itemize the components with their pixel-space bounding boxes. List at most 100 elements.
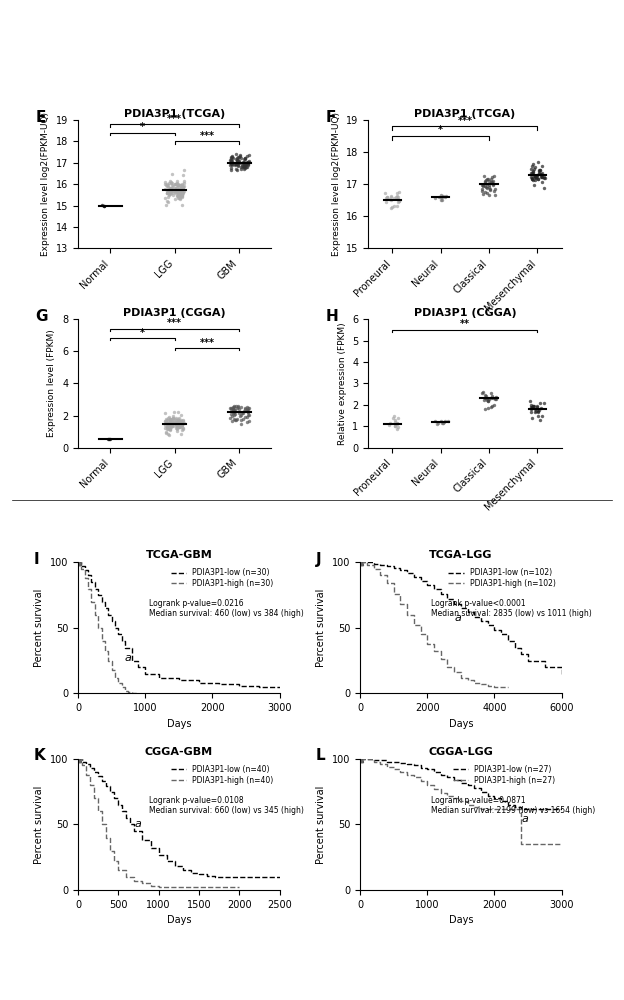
Point — [229, 398, 239, 414]
Point — [230, 157, 240, 173]
Point — [172, 182, 182, 198]
Point — [239, 156, 249, 172]
PDIA3P1-low (n=30) — [175, 674, 182, 686]
Point — [486, 390, 496, 406]
Point — [226, 150, 236, 166]
PDIA3P1-high (n=30) — [98, 635, 105, 647]
Point — [177, 184, 187, 200]
PDIA3P1-low (n=102) — [451, 598, 458, 610]
PDIA3P1-high (n=102) — [356, 556, 364, 568]
Point — [243, 407, 253, 423]
Point — [430, 413, 440, 429]
Point — [534, 403, 544, 419]
Point — [535, 412, 545, 428]
Point — [392, 189, 402, 205]
Point — [539, 170, 548, 186]
Point — [226, 160, 236, 176]
PDIA3P1-high (n=27) — [484, 803, 492, 815]
Point — [171, 183, 181, 199]
Point — [161, 424, 171, 440]
PDIA3P1-high (n=30) — [101, 645, 109, 657]
PDIA3P1-high (n=30) — [108, 664, 115, 676]
Point — [165, 416, 175, 432]
Point — [392, 191, 402, 207]
Point — [235, 147, 245, 163]
PDIA3P1-high (n=30) — [118, 681, 125, 693]
Point — [490, 187, 500, 203]
Point — [244, 407, 254, 423]
PDIA3P1-low (n=27) — [363, 753, 371, 765]
Point — [172, 187, 182, 203]
PDIA3P1-low (n=102) — [437, 588, 444, 600]
PDIA3P1-low (n=102) — [470, 611, 478, 623]
Point — [233, 158, 243, 174]
PDIA3P1-high (n=102) — [424, 638, 431, 650]
Point — [226, 162, 236, 178]
Point — [175, 415, 185, 431]
PDIA3P1-high (n=27) — [558, 838, 565, 850]
Point — [489, 168, 499, 184]
Point — [239, 161, 249, 177]
Point — [175, 177, 185, 193]
Point — [231, 156, 241, 172]
Point — [170, 182, 180, 198]
Point — [240, 157, 250, 173]
PDIA3P1-high (n=27) — [517, 838, 525, 850]
Point — [485, 181, 495, 197]
Point — [534, 404, 544, 420]
Point — [389, 408, 399, 424]
Point — [165, 411, 175, 427]
Point — [233, 157, 243, 173]
Point — [537, 169, 547, 185]
Point — [243, 147, 253, 163]
Point — [227, 400, 236, 416]
Point — [482, 393, 492, 409]
Point — [173, 185, 183, 201]
Point — [242, 155, 252, 171]
Point — [486, 385, 496, 401]
PDIA3P1-low (n=27) — [517, 803, 525, 815]
Point — [168, 187, 178, 203]
Point — [162, 412, 172, 428]
Point — [177, 415, 187, 431]
Line: PDIA3P1-low (n=40): PDIA3P1-low (n=40) — [78, 759, 280, 877]
PDIA3P1-high (n=30) — [91, 609, 99, 621]
Point — [487, 174, 497, 190]
PDIA3P1-high (n=27) — [538, 838, 545, 850]
PDIA3P1-high (n=40) — [163, 881, 170, 893]
PDIA3P1-high (n=102) — [403, 609, 411, 621]
Point — [491, 389, 501, 405]
Text: ***: *** — [200, 131, 215, 141]
Point — [162, 176, 172, 192]
Point — [389, 418, 399, 434]
PDIA3P1-high (n=102) — [430, 645, 437, 657]
PDIA3P1-high (n=40) — [155, 881, 162, 893]
Point — [490, 390, 500, 406]
Point — [478, 384, 488, 400]
Point — [171, 420, 181, 436]
Point — [243, 154, 253, 170]
Point — [228, 402, 238, 418]
PDIA3P1-low (n=27) — [356, 753, 364, 765]
Text: L: L — [316, 748, 325, 763]
Y-axis label: Percent survival: Percent survival — [316, 589, 326, 667]
Point — [240, 400, 250, 416]
Point — [243, 404, 253, 420]
Point — [105, 431, 115, 447]
Point — [165, 186, 175, 202]
Point — [163, 410, 173, 426]
PDIA3P1-high (n=102) — [504, 681, 512, 693]
Point — [240, 151, 250, 167]
PDIA3P1-low (n=40) — [235, 871, 243, 883]
Point — [178, 179, 188, 195]
Point — [239, 159, 249, 175]
PDIA3P1-low (n=40) — [187, 867, 195, 879]
Point — [179, 415, 189, 431]
Point — [170, 176, 180, 192]
Point — [164, 415, 174, 431]
Point — [233, 399, 243, 415]
Point — [167, 177, 177, 193]
Point — [163, 416, 173, 432]
Point — [172, 180, 182, 196]
Point — [487, 388, 497, 404]
